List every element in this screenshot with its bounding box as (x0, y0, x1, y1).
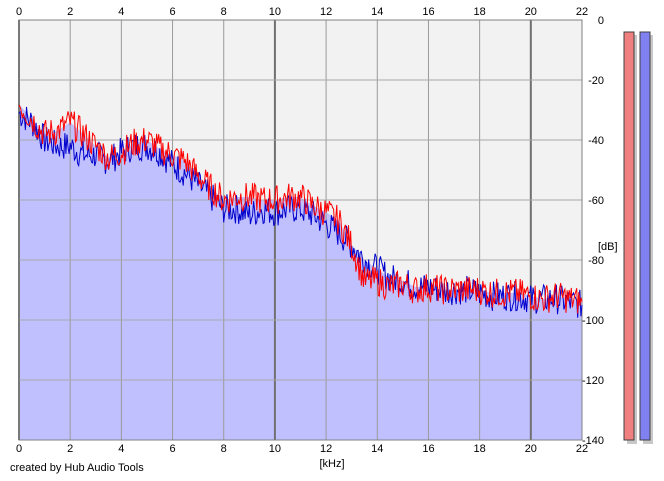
x-tick-label-bottom: 2 (67, 443, 73, 455)
y-tick-label: -60 (588, 195, 604, 207)
x-tick-label-bottom: 20 (525, 443, 537, 455)
x-tick-label-bottom: 12 (320, 443, 332, 455)
x-axis-label: [kHz] (319, 458, 344, 470)
series-layer (18, 104, 583, 318)
y-tick-label: -40 (588, 135, 604, 147)
level-meter (639, 31, 651, 441)
y-tick-label: -100 (582, 315, 604, 327)
y-tick-label: -20 (588, 75, 604, 87)
x-tick-label-top: 16 (422, 6, 434, 18)
x-tick-label-top: 12 (320, 6, 332, 18)
spectrum-area (19, 104, 582, 440)
credit-text: created by Hub Audio Tools (10, 462, 144, 474)
plot-frame (18, 19, 583, 441)
x-tick-label-top: 22 (576, 6, 588, 18)
x-tick-label-top: 6 (169, 6, 175, 18)
x-tick-label-bottom: 10 (269, 443, 281, 455)
y-axis-label: [dB] (598, 241, 618, 253)
x-tick-label-bottom: 14 (371, 443, 383, 455)
x-tick-label-top: 2 (67, 6, 73, 18)
x-tick-label-top: 8 (221, 6, 227, 18)
x-tick-label-bottom: 0 (16, 443, 22, 455)
y-tick-label: 0 (598, 15, 604, 27)
series-line-red (18, 104, 583, 314)
x-tick-label-bottom: 16 (422, 443, 434, 455)
x-tick-label-top: 10 (269, 6, 281, 18)
tick-layer: 002244668810101212141416161818202022220-… (16, 6, 604, 455)
x-tick-label-top: 4 (118, 6, 124, 18)
x-tick-label-bottom: 8 (221, 443, 227, 455)
x-tick-label-bottom: 6 (169, 443, 175, 455)
x-tick-label-bottom: 22 (576, 443, 588, 455)
x-tick-label-top: 0 (16, 6, 22, 18)
x-tick-label-bottom: 4 (118, 443, 124, 455)
level-meter (623, 31, 635, 441)
y-tick-label: -140 (582, 435, 604, 447)
x-tick-label-top: 20 (525, 6, 537, 18)
y-tick-label: -80 (588, 255, 604, 267)
y-tick-label: -120 (582, 375, 604, 387)
grid-layer (18, 19, 583, 441)
x-tick-label-top: 14 (371, 6, 383, 18)
area-layer (19, 104, 582, 440)
x-tick-label-top: 18 (474, 6, 486, 18)
level-meters (623, 31, 653, 444)
x-tick-label-bottom: 18 (474, 443, 486, 455)
